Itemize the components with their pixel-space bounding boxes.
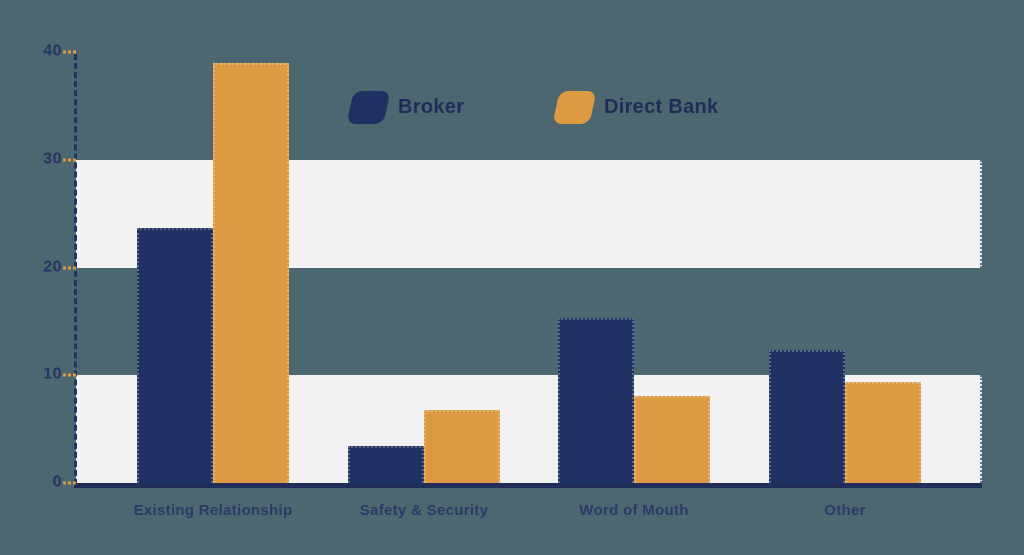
x-category-label: Word of Mouth — [579, 502, 689, 519]
y-tick-label: 0 — [52, 473, 62, 491]
y-tick-mark-icon — [63, 481, 76, 485]
y-tick-label: 30 — [43, 150, 62, 168]
bar-broker — [348, 446, 424, 483]
y-tick-label: 40 — [43, 42, 62, 60]
bar-direct-bank — [845, 382, 921, 483]
bar-direct-bank — [634, 396, 710, 483]
y-tick-mark-icon — [63, 50, 76, 54]
y-axis-line — [74, 54, 77, 485]
y-tick-label: 20 — [43, 258, 62, 276]
plot-area — [74, 52, 982, 485]
x-axis-line — [74, 483, 982, 488]
y-tick-mark-icon — [63, 373, 76, 377]
bar-broker — [558, 318, 634, 483]
bar-direct-bank — [213, 63, 289, 483]
y-tick-mark-icon — [63, 266, 76, 270]
bar-broker — [137, 228, 213, 483]
legend-label-broker: Broker — [398, 96, 465, 118]
legend-item-broker: Broker — [346, 91, 465, 124]
legend: Broker Direct Bank — [0, 91, 1024, 127]
legend-label-direct-bank: Direct Bank — [604, 96, 719, 118]
y-tick-label: 10 — [43, 365, 62, 383]
legend-item-direct-bank: Direct Bank — [552, 91, 719, 124]
x-category-label: Other — [824, 502, 866, 519]
x-category-label: Existing Relationship — [133, 502, 293, 519]
y-tick-mark-icon — [63, 158, 76, 162]
x-category-label: Safety & Security — [359, 502, 489, 519]
bar-broker — [769, 350, 845, 483]
bar-direct-bank — [424, 410, 500, 483]
